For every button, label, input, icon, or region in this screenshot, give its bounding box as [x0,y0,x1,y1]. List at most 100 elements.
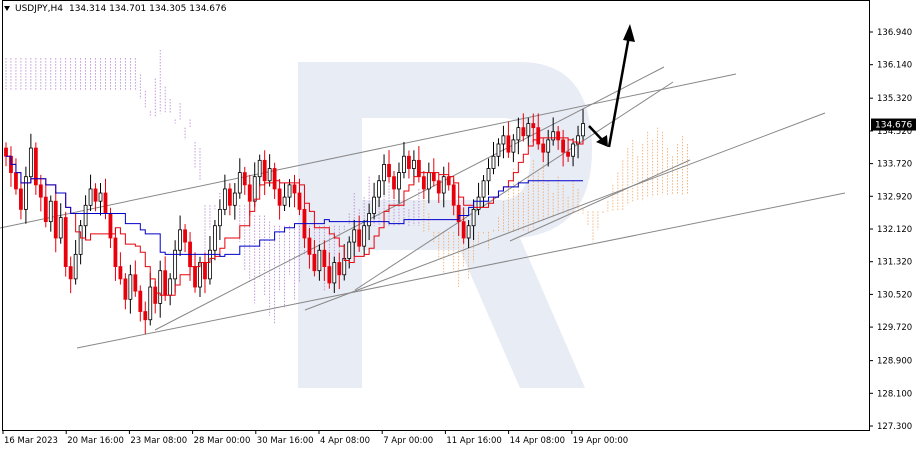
trendline [509,159,691,242]
candle-body [118,266,123,280]
candle-body [486,168,491,182]
candle-body [287,184,292,198]
candle-body [496,143,501,157]
candle-body [561,139,566,153]
candle-body [521,127,526,137]
candle-body [322,249,327,268]
x-tick-label: 20 Mar 16:00 [67,436,124,446]
candle-body [332,262,337,284]
candle-body [571,143,575,157]
candle-body [222,188,227,210]
x-tick-label: 30 Mar 16:00 [257,436,314,446]
candle-body [158,270,163,304]
candle-body [272,168,277,190]
candle-body [262,159,267,182]
candle-body [277,188,282,206]
candle-body [392,176,396,190]
y-tick-label: 133.720 [877,160,912,170]
candle-body [113,237,118,268]
y-tick-label: 128.900 [877,357,912,367]
candle-body [461,221,466,239]
time-axis: 16 Mar 2023 20 Mar 16:00 23 Mar 08:00 28 Ma… [2,430,628,446]
trendline [0,73,737,229]
y-tick-label: 131.320 [877,258,912,268]
y-tick-label: 136.140 [877,61,912,71]
candle-body [33,147,38,186]
candle-body [382,164,386,182]
candle-body [511,139,516,153]
candle-body [242,172,247,186]
candle-body [456,204,461,223]
x-tick-label: 23 Mar 08:00 [130,436,187,446]
watermark-logo [298,62,592,388]
chart-header: USDJPY,H4 134.314 134.701 134.305 134.676 [4,4,226,14]
candle-body [531,123,536,129]
candle-body [58,217,63,239]
y-tick-label: 132.920 [877,192,912,202]
candle-body [193,266,197,288]
candle-body [163,270,168,296]
symbol-label: USDJPY,H4 [15,4,63,14]
candle-body [93,188,98,202]
candle-body [551,131,556,141]
ohlc-open: 134.314 [68,4,107,14]
candle-body [312,253,317,272]
candle-body [83,204,88,227]
candle-body [143,311,148,321]
tenkan-line [6,137,584,296]
ohlc-close: 134.676 [189,4,227,14]
candle-body [431,172,436,182]
candle-body [362,225,367,247]
candle-body [307,237,312,255]
candle-body [68,266,73,280]
candle-body [526,123,531,137]
y-tick-label: 136.940 [877,28,912,38]
candle-body [327,266,332,284]
candle-body [123,278,128,300]
y-tick-label: 135.320 [877,94,912,104]
ichimoku-lines [6,137,584,296]
plot-frame [2,0,870,431]
candle-body [128,274,133,300]
candle-body [98,192,103,202]
candle-body [411,159,416,169]
candle-body [133,274,138,292]
candle-body [471,208,476,227]
candle-body [317,249,322,272]
candle-body [541,143,546,153]
dropdown-triangle-icon[interactable] [4,6,10,11]
candle-body [38,184,43,198]
y-tick-label: 134.520 [877,127,912,137]
x-tick-label: 7 Apr 00:00 [383,436,433,446]
x-tick-label: 4 Apr 08:00 [320,436,370,446]
candle-body [466,225,471,239]
candle-body [407,155,411,169]
candle-body [491,155,496,169]
trendline [354,81,674,291]
trendline [76,192,846,349]
candle-body [88,188,93,206]
candle-body [168,278,173,296]
candle-body [48,200,53,223]
candle-body [63,217,68,268]
candle-body [252,176,257,202]
price-axis: 136.940 136.140 135.320 134.520 133.720 132.9… [869,28,912,432]
candle-body [183,229,187,243]
candle-body [73,253,78,280]
ichimoku-cloud [5,49,688,324]
candle-body [28,147,33,178]
candle-body [213,225,217,251]
x-tick-label: 28 Mar 00:00 [194,436,251,446]
candle-body [441,176,446,194]
candle-body [566,151,571,157]
candle-body [247,184,252,202]
trendline [304,112,826,311]
candle-body [203,262,207,280]
candle-body [546,139,551,153]
candle-body [516,127,521,141]
y-tick-label: 127.300 [877,422,912,432]
x-tick-label: 19 Apr 00:00 [573,436,628,446]
candle-body [208,249,212,280]
candle-body [217,208,222,227]
